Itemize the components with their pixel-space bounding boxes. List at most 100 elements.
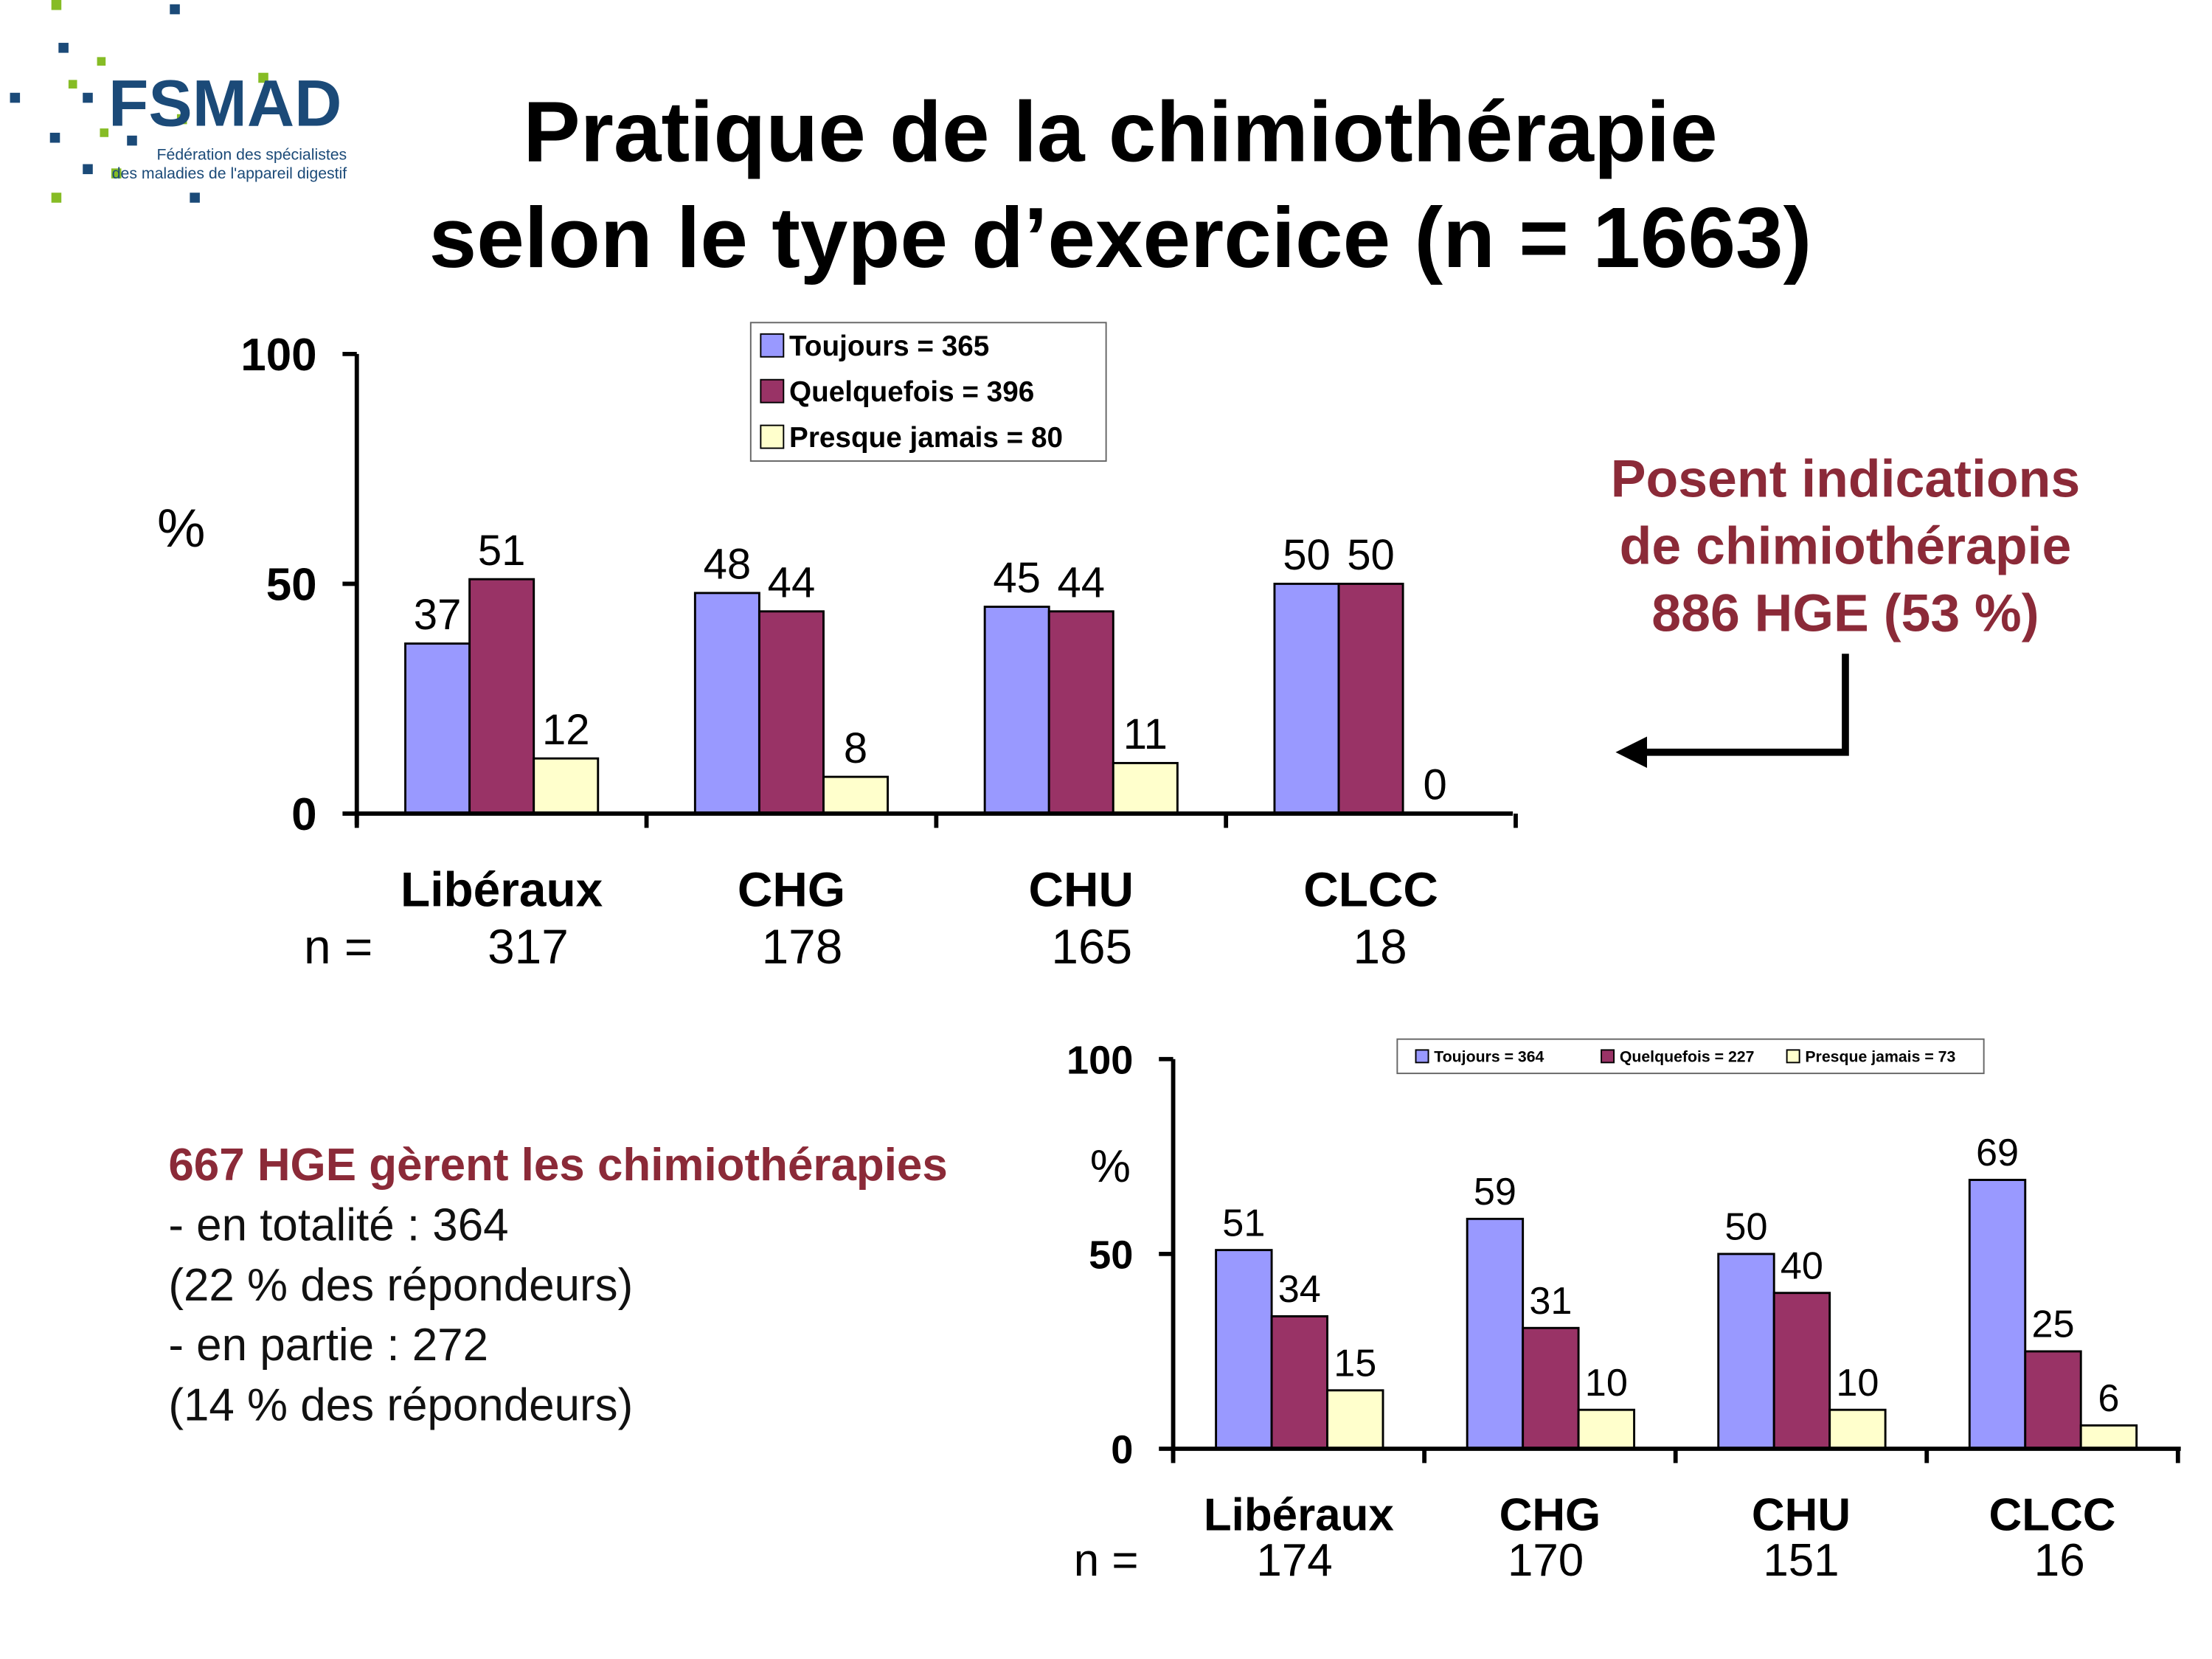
category-label: CHU bbox=[1029, 862, 1134, 917]
data-label: 34 bbox=[1278, 1268, 1321, 1311]
legend-entry: Toujours = 364 bbox=[1434, 1048, 1544, 1066]
data-label: 51 bbox=[1222, 1202, 1265, 1244]
data-label: 11 bbox=[1123, 710, 1168, 758]
data-label: 31 bbox=[1529, 1280, 1572, 1323]
fsmad-logo: FSMAD Fédération des spécialistes des ma… bbox=[0, 0, 357, 389]
n-value: 151 bbox=[1763, 1535, 1839, 1586]
data-label: 50 bbox=[1724, 1206, 1767, 1249]
legend-box bbox=[749, 322, 1107, 462]
category-label: CHG bbox=[738, 862, 845, 917]
data-label: 12 bbox=[542, 706, 590, 754]
callout-line-3: 886 HGE (53 %) bbox=[1651, 583, 2039, 643]
legend-swatch bbox=[760, 424, 785, 449]
data-label: 51 bbox=[478, 527, 526, 575]
legend-swatch bbox=[760, 378, 785, 404]
left-text-line: (22 % des répondeurs) bbox=[168, 1258, 634, 1311]
data-label: 59 bbox=[1474, 1171, 1516, 1213]
category-label: CHG bbox=[1499, 1489, 1601, 1540]
bar-quelquefois bbox=[2024, 1350, 2082, 1450]
bar-toujours bbox=[1968, 1179, 2027, 1450]
y-tick-label: 100 bbox=[240, 330, 316, 381]
data-label: 44 bbox=[768, 558, 816, 606]
data-label: 44 bbox=[1057, 558, 1105, 606]
bar-toujours bbox=[693, 592, 760, 815]
left-text-line: (14 % des répondeurs) bbox=[168, 1379, 634, 1430]
legend-swatch bbox=[760, 333, 785, 358]
bar-presque bbox=[533, 757, 600, 815]
y-axis-label: % bbox=[157, 497, 205, 558]
bar-presque bbox=[1112, 761, 1179, 815]
bar-toujours bbox=[983, 606, 1050, 815]
legend-swatch bbox=[1601, 1049, 1615, 1064]
svg-text:des maladies de l'appareil dig: des maladies de l'appareil digestif bbox=[112, 164, 347, 182]
n-value: 174 bbox=[1256, 1535, 1332, 1586]
bar-toujours bbox=[1717, 1253, 1775, 1450]
bar-toujours bbox=[404, 642, 471, 815]
data-label: 10 bbox=[1836, 1362, 1879, 1405]
legend-swatch bbox=[1786, 1049, 1800, 1064]
n-label: n = bbox=[304, 919, 372, 974]
n-value: 170 bbox=[1508, 1535, 1584, 1586]
n-value: 165 bbox=[1051, 919, 1132, 974]
svg-text:FSMAD: FSMAD bbox=[108, 66, 341, 139]
y-axis-label: % bbox=[1090, 1141, 1131, 1192]
category-label: Libéraux bbox=[401, 862, 603, 917]
bar-quelquefois bbox=[757, 610, 825, 815]
title-line-1: Pratique de la chimiothérapie bbox=[523, 84, 1718, 180]
category-label: CHU bbox=[1752, 1489, 1851, 1540]
y-tick-label: 0 bbox=[291, 789, 316, 840]
data-label: 25 bbox=[2031, 1303, 2074, 1346]
n-value: 317 bbox=[488, 919, 569, 974]
data-label: 45 bbox=[993, 554, 1041, 602]
y-tick-label: 100 bbox=[1067, 1038, 1133, 1082]
legend-entry: Presque jamais = 80 bbox=[789, 422, 1063, 454]
data-label: 10 bbox=[1585, 1362, 1628, 1405]
bar-presque bbox=[1326, 1389, 1384, 1450]
arrow-left-icon bbox=[1615, 654, 1849, 769]
svg-text:Fédération des spécialistes: Fédération des spécialistes bbox=[157, 146, 347, 164]
data-label: 40 bbox=[1781, 1244, 1823, 1287]
legend-entry: Quelquefois = 396 bbox=[789, 376, 1034, 408]
callout-line-1: Posent indications bbox=[1610, 449, 2081, 508]
n-value: 18 bbox=[1353, 919, 1407, 974]
bar-quelquefois bbox=[1522, 1326, 1580, 1450]
y-tick-label: 50 bbox=[266, 560, 317, 611]
bar-toujours bbox=[1273, 582, 1340, 815]
bar-presque bbox=[1828, 1408, 1887, 1450]
category-label: CLCC bbox=[1303, 862, 1438, 917]
left-text-line: - en totalité : 364 bbox=[168, 1199, 509, 1251]
data-label: 8 bbox=[844, 724, 867, 772]
bar-toujours bbox=[1215, 1249, 1273, 1450]
logo-squares-icon: FSMAD Fédération des spécialistes des ma… bbox=[10, 0, 347, 389]
data-label: 50 bbox=[1283, 531, 1331, 579]
legend-swatch bbox=[1415, 1049, 1429, 1064]
bar-quelquefois bbox=[1772, 1292, 1831, 1450]
bar-presque bbox=[2079, 1424, 2138, 1450]
data-label: 50 bbox=[1347, 531, 1395, 579]
y-tick-label: 0 bbox=[1111, 1428, 1133, 1472]
bar-presque bbox=[1577, 1408, 1636, 1450]
data-label: 6 bbox=[2098, 1377, 2119, 1420]
data-label: 69 bbox=[1976, 1132, 2019, 1174]
title-line-2: selon le type d’exercice (n = 1663) bbox=[429, 190, 1812, 285]
left-text: 667 HGE gèrent les chimiothérapies - en … bbox=[168, 1135, 947, 1434]
data-label: 15 bbox=[1334, 1342, 1376, 1385]
data-label: 37 bbox=[414, 591, 462, 639]
bar-quelquefois bbox=[1270, 1315, 1329, 1450]
left-text-heading: 667 HGE gèrent les chimiothérapies bbox=[168, 1139, 948, 1191]
legend-box bbox=[1396, 1038, 1985, 1075]
legend-entry: Presque jamais = 73 bbox=[1805, 1048, 1955, 1066]
callout-line-2: de chimiothérapie bbox=[1619, 516, 2072, 575]
legend-entry: Quelquefois = 227 bbox=[1620, 1048, 1755, 1066]
category-label: Libéraux bbox=[1204, 1489, 1394, 1540]
n-label: n = bbox=[1074, 1535, 1139, 1586]
y-tick-label: 50 bbox=[1089, 1233, 1133, 1277]
bar-toujours bbox=[1466, 1217, 1525, 1450]
legend-entry: Toujours = 365 bbox=[789, 330, 989, 362]
category-label: CLCC bbox=[1989, 1489, 2116, 1540]
callout: Posent indications de chimiothérapie 886… bbox=[1560, 446, 2131, 647]
data-label: 0 bbox=[1423, 761, 1446, 809]
